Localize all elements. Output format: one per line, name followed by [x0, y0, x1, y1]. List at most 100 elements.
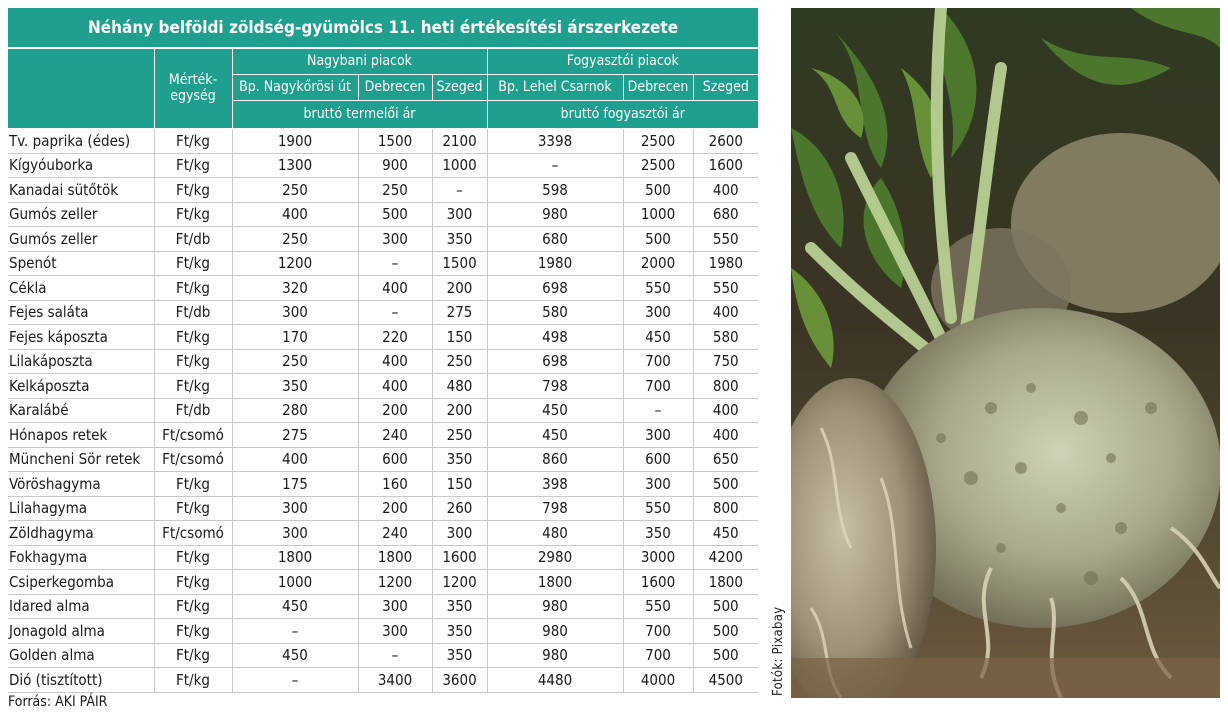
price-cell: 550 — [692, 226, 759, 252]
consumer-group-header: Fogyasztói piacok — [486, 48, 759, 75]
price-cell: 450 — [231, 643, 358, 668]
price-cell: 1000 — [431, 153, 487, 178]
price-cell: – — [357, 300, 432, 325]
price-cell: 1800 — [692, 569, 759, 595]
table-row: Lilahagyma Ft/kg 300 200 260 798 550 800 — [8, 496, 759, 521]
price-cell: 2500 — [622, 153, 693, 178]
unit-cell: Ft/kg — [153, 349, 232, 374]
market-header: Debrecen — [357, 74, 432, 101]
price-cell: 1600 — [692, 153, 759, 178]
price-cell: 160 — [357, 471, 432, 497]
unit-cell: Ft/kg — [153, 569, 232, 595]
price-cell: 1500 — [357, 128, 432, 154]
price-cell: 2100 — [431, 128, 487, 154]
price-cell: 860 — [486, 447, 623, 472]
table-row: Karalábé Ft/db 280 200 200 450–400 — [8, 398, 759, 423]
photo-credit: Fotók: Pixabay — [771, 606, 786, 696]
product-name: Spenót — [8, 251, 154, 276]
price-cell: 250 — [231, 226, 358, 252]
price-cell: 4500 — [692, 667, 759, 693]
market-header: Debrecen — [622, 74, 693, 101]
product-header — [8, 48, 154, 129]
table-row: Cékla Ft/kg 320 400 200 698 550 550 — [8, 275, 759, 301]
price-cell: 398 — [486, 471, 623, 497]
product-name: Fokhagyma — [8, 545, 154, 570]
price-cell: 400 — [692, 398, 759, 423]
price-cell: 4000 — [622, 667, 693, 693]
table-row: Gumós zeller Ft/kg 400 500 300 980 1000 680 — [8, 202, 759, 227]
product-name: Golden alma — [8, 643, 154, 668]
price-cell: 300 — [622, 300, 693, 325]
product-name: Lilahagyma — [8, 496, 154, 521]
product-name: Kanadai sütőtök — [8, 177, 154, 203]
price-cell: 2000 — [622, 251, 693, 276]
price-cell: 580 — [692, 324, 759, 350]
price-cell: 200 — [431, 275, 487, 301]
price-cell: 450 — [622, 324, 693, 350]
price-cell: 275 — [231, 422, 358, 448]
market-header: Szeged — [692, 74, 759, 101]
price-cell: 650 — [692, 447, 759, 472]
price-cell: 450 — [231, 594, 358, 619]
price-cell: 170 — [231, 324, 358, 350]
price-cell: 300 — [231, 300, 358, 325]
price-cell: 498 — [486, 324, 623, 350]
table-row: Kanadai sütőtök Ft/kg 250 250–598 500 400 — [8, 177, 759, 203]
unit-cell: Ft/kg — [153, 471, 232, 497]
price-cell: 400 — [357, 275, 432, 301]
price-cell: 500 — [622, 226, 693, 252]
price-cell: 300 — [357, 226, 432, 252]
price-cell: 980 — [486, 202, 623, 227]
price-cell: 700 — [622, 618, 693, 644]
table-body: Tv. paprika (édes) Ft/kg 1900 1500 2100 3398 2… — [8, 128, 759, 693]
price-cell: 3400 — [357, 667, 432, 693]
price-cell: 300 — [357, 594, 432, 619]
price-cell: 500 — [692, 471, 759, 497]
product-name: Kelkáposzta — [8, 373, 154, 399]
price-cell: 550 — [622, 594, 693, 619]
table-row: Jonagold alma Ft/kg –300 350 980 700 500 — [8, 618, 759, 644]
product-name: Cékla — [8, 275, 154, 301]
table-row: Müncheni Sör retek Ft/csomó 400 600 350 860 60… — [8, 447, 759, 472]
price-cell: 900 — [357, 153, 432, 178]
price-cell: 800 — [692, 373, 759, 399]
price-cell: 600 — [357, 447, 432, 472]
price-cell: 300 — [431, 520, 487, 546]
price-cell: 200 — [357, 398, 432, 423]
unit-cell: Ft/csomó — [153, 422, 232, 448]
product-name: Zöldhagyma — [8, 520, 154, 546]
price-cell: 1600 — [622, 569, 693, 595]
table-row: Kelkáposzta Ft/kg 350 400 480 798 700 800 — [8, 373, 759, 399]
price-cell: 300 — [431, 202, 487, 227]
unit-cell: Ft/kg — [153, 373, 232, 399]
price-cell: 2500 — [622, 128, 693, 154]
unit-cell: Ft/db — [153, 300, 232, 325]
price-cell: 280 — [231, 398, 358, 423]
table-row: Csiperkegomba Ft/kg 1000 1200 1200 1800 1600 18… — [8, 569, 759, 595]
price-cell: 550 — [622, 275, 693, 301]
price-cell: 750 — [692, 349, 759, 374]
price-cell: 1980 — [692, 251, 759, 276]
price-cell: 450 — [486, 422, 623, 448]
price-cell: – — [357, 643, 432, 668]
table-title: Néhány belföldi zöldség-gyümölcs 11. het… — [8, 8, 759, 49]
product-name: Dió (tisztított) — [8, 667, 154, 693]
price-cell: 150 — [431, 471, 487, 497]
product-name: Karalábé — [8, 398, 154, 423]
price-cell: 480 — [431, 373, 487, 399]
price-cell: 220 — [357, 324, 432, 350]
price-cell: 300 — [231, 520, 358, 546]
celeriac-photo-drawing — [791, 8, 1220, 698]
product-name: Tv. paprika (édes) — [8, 128, 154, 154]
unit-cell: Ft/kg — [153, 153, 232, 178]
market-header: Bp. Nagykőrösi út — [231, 74, 358, 101]
source-note: Forrás: AKI PÁIR — [8, 694, 108, 710]
market-header: Szeged — [431, 74, 487, 101]
price-cell: 320 — [231, 275, 358, 301]
product-name: Idared alma — [8, 594, 154, 619]
table-row: Zöldhagyma Ft/csomó 300 240 300 480 350 450 — [8, 520, 759, 546]
price-cell: 800 — [692, 496, 759, 521]
price-cell: 200 — [431, 398, 487, 423]
price-cell: 240 — [357, 520, 432, 546]
table-row: Gumós zeller Ft/db 250 300 350 680 500 550 — [8, 226, 759, 252]
